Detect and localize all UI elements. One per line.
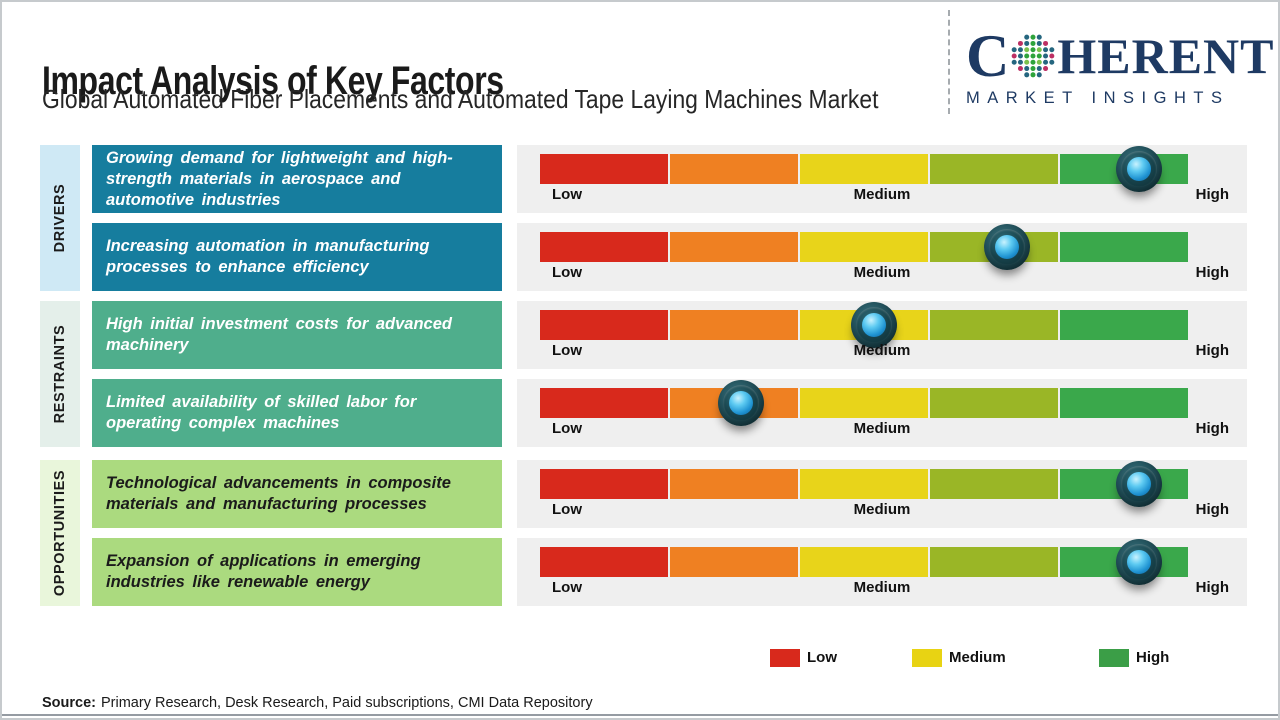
- scale-segment-1: [540, 154, 668, 184]
- section-label-opportunities: OPPORTUNITIES: [40, 460, 80, 606]
- brand-logo: C HERENT MARKET INSIGHTS: [966, 23, 1274, 108]
- impact-scale-row: Low Medium High: [517, 301, 1247, 369]
- scale-segment-2: [670, 154, 798, 184]
- logo-wordmark: C HERENT: [966, 23, 1274, 89]
- section-label-restraints: RESTRAINTS: [40, 301, 80, 447]
- factor-box: High initial investment costs for advanc…: [92, 301, 502, 369]
- scale-segment-1: [540, 388, 668, 418]
- scale-segment-3: [800, 469, 928, 499]
- factor-text: Technological advancements in composite …: [106, 474, 451, 513]
- scale-label-low: Low: [552, 342, 582, 359]
- impact-slider-knob[interactable]: [850, 302, 897, 348]
- scale-segment-4: [930, 469, 1058, 499]
- scale-label-medium: Medium: [853, 420, 911, 437]
- factor-box: Technological advancements in composite …: [92, 460, 502, 528]
- scale-label-high: High: [1195, 264, 1229, 281]
- factor-text: Growing demand for lightweight and high-…: [106, 148, 453, 209]
- scale-segment-4: [930, 154, 1058, 184]
- section-label-text: DRIVERS: [52, 183, 68, 253]
- scale-segment-1: [540, 232, 668, 262]
- impact-scale-bar: [540, 380, 1188, 426]
- scale-segment-4: [930, 310, 1058, 340]
- logo-divider: [948, 10, 950, 114]
- scale-label-high: High: [1195, 342, 1229, 359]
- section-label-drivers: DRIVERS: [40, 145, 80, 291]
- scale-label-low: Low: [552, 264, 582, 281]
- scale-label-medium: Medium: [853, 579, 911, 596]
- impact-scale-row: Low Medium High: [517, 145, 1247, 213]
- impact-scale-row: Low Medium High: [517, 538, 1247, 606]
- logo-letter-c: C: [966, 23, 1010, 89]
- impact-slider-knob[interactable]: [1116, 461, 1163, 507]
- scale-segment-5: [1060, 232, 1188, 262]
- impact-slider-knob[interactable]: [1116, 539, 1163, 585]
- factor-text: Expansion of applications in emerging in…: [106, 552, 421, 591]
- logo-tagline: MARKET INSIGHTS: [966, 89, 1230, 107]
- scale-segment-2: [670, 232, 798, 262]
- scale-segment-1: [540, 469, 668, 499]
- impact-scale-row: Low Medium High: [517, 379, 1247, 447]
- source-label: Source:: [42, 695, 96, 711]
- scale-segment-5: [1060, 310, 1188, 340]
- factor-text: Increasing automation in manufacturing p…: [106, 237, 430, 276]
- scale-label-low: Low: [552, 579, 582, 596]
- impact-scale-bar: [540, 461, 1188, 507]
- scale-segment-1: [540, 310, 668, 340]
- scale-label-low: Low: [552, 420, 582, 437]
- scale-label-medium: Medium: [853, 501, 911, 518]
- legend-label-low: Low: [807, 649, 837, 666]
- scale-segment-1: [540, 547, 668, 577]
- factor-text: High initial investment costs for advanc…: [106, 315, 452, 354]
- impact-slider-knob[interactable]: [717, 380, 764, 426]
- legend-swatch-low: [770, 649, 800, 667]
- legend-swatch-medium: [912, 649, 942, 667]
- scale-label-high: High: [1195, 420, 1229, 437]
- impact-slider-knob[interactable]: [983, 224, 1030, 270]
- scale-segment-5: [1060, 388, 1188, 418]
- legend-label-high: High: [1136, 649, 1170, 666]
- scale-segment-2: [670, 310, 798, 340]
- impact-scale-bar: [540, 302, 1188, 348]
- scale-segment-2: [670, 547, 798, 577]
- factor-box: Expansion of applications in emerging in…: [92, 538, 502, 606]
- impact-scale-row: Low Medium High: [517, 460, 1247, 528]
- scale-segment-4: [930, 388, 1058, 418]
- factor-box: Growing demand for lightweight and high-…: [92, 145, 502, 213]
- scale-label-high: High: [1195, 186, 1229, 203]
- page-subtitle: Global Automated Fiber Placements and Au…: [42, 84, 879, 114]
- scale-segment-4: [930, 547, 1058, 577]
- factor-box: Limited availability of skilled labor fo…: [92, 379, 502, 447]
- impact-scale-bar: [540, 224, 1188, 270]
- scale-label-medium: Medium: [853, 264, 911, 281]
- scale-label-low: Low: [552, 186, 582, 203]
- impact-scale-row: Low Medium High: [517, 223, 1247, 291]
- scale-segment-3: [800, 232, 928, 262]
- scale-segment-2: [670, 469, 798, 499]
- scale-label-high: High: [1195, 501, 1229, 518]
- scale-segment-3: [800, 388, 928, 418]
- impact-scale-bar: [540, 539, 1188, 585]
- logo-wordmark-text: HERENT: [1057, 28, 1275, 84]
- scale-segment-3: [800, 154, 928, 184]
- source-note: Source: Primary Research, Desk Research, …: [42, 695, 593, 711]
- impact-slider-knob[interactable]: [1116, 146, 1163, 192]
- section-label-text: RESTRAINTS: [52, 324, 68, 424]
- footer-divider: [2, 714, 1278, 716]
- section-label-text: OPPORTUNITIES: [52, 469, 68, 597]
- factor-text: Limited availability of skilled labor fo…: [106, 393, 417, 432]
- globe-icon: [1010, 33, 1056, 79]
- page-title: Impact Analysis of Key Factors: [42, 58, 504, 103]
- scale-segment-3: [800, 547, 928, 577]
- scale-label-low: Low: [552, 501, 582, 518]
- impact-scale-bar: [540, 146, 1188, 192]
- scale-label-high: High: [1195, 579, 1229, 596]
- legend-label-medium: Medium: [949, 649, 1006, 666]
- scale-label-medium: Medium: [853, 342, 911, 359]
- source-text: Primary Research, Desk Research, Paid su…: [101, 695, 593, 711]
- factor-box: Increasing automation in manufacturing p…: [92, 223, 502, 291]
- scale-label-medium: Medium: [853, 186, 911, 203]
- legend-swatch-high: [1099, 649, 1129, 667]
